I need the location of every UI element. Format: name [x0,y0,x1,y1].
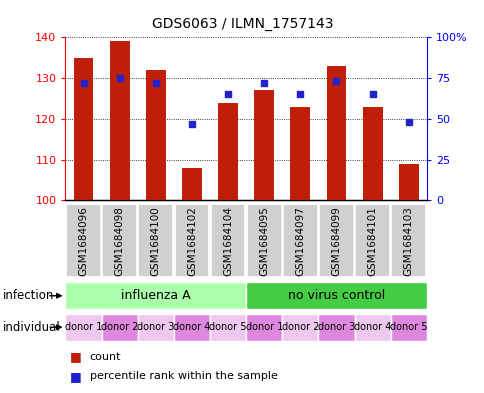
Text: GDS6063 / ILMN_1757143: GDS6063 / ILMN_1757143 [151,17,333,31]
FancyBboxPatch shape [137,314,173,341]
FancyBboxPatch shape [65,314,102,341]
Text: ■: ■ [70,350,82,363]
FancyBboxPatch shape [354,314,390,341]
Text: GSM1684102: GSM1684102 [186,206,197,276]
Bar [254,90,273,200]
FancyBboxPatch shape [245,314,282,341]
Point [116,75,123,81]
Text: donor 2: donor 2 [101,322,138,332]
Text: donor 3: donor 3 [317,322,354,332]
Point [332,78,340,84]
FancyBboxPatch shape [66,204,101,277]
Bar [398,164,418,200]
FancyBboxPatch shape [282,204,317,277]
FancyBboxPatch shape [282,314,318,341]
Bar [182,168,201,200]
Text: infection: infection [2,289,54,302]
Text: individual: individual [2,321,60,334]
FancyBboxPatch shape [138,204,173,277]
Text: donor 4: donor 4 [353,322,391,332]
FancyBboxPatch shape [102,314,137,341]
Bar [290,107,310,200]
Point [296,91,303,97]
Point [260,80,268,86]
Text: GSM1684101: GSM1684101 [367,206,377,276]
FancyBboxPatch shape [102,204,137,277]
Point [79,80,87,86]
Text: count: count [90,351,121,362]
FancyBboxPatch shape [391,204,425,277]
Text: GSM1684103: GSM1684103 [403,206,413,276]
Text: donor 5: donor 5 [209,322,246,332]
Text: GSM1684097: GSM1684097 [295,206,305,276]
Text: no virus control: no virus control [287,289,384,302]
Text: GSM1684104: GSM1684104 [223,206,233,276]
Bar [109,41,129,200]
Bar [146,70,166,200]
Point [368,91,376,97]
Text: donor 1: donor 1 [245,322,282,332]
Bar [326,66,346,200]
Text: ■: ■ [70,370,82,383]
Text: donor 2: donor 2 [281,322,318,332]
FancyBboxPatch shape [245,282,426,309]
Text: GSM1684096: GSM1684096 [78,206,89,276]
FancyBboxPatch shape [390,314,426,341]
FancyBboxPatch shape [246,204,281,277]
FancyBboxPatch shape [65,282,245,309]
FancyBboxPatch shape [318,204,353,277]
Point [224,91,231,97]
Text: percentile rank within the sample: percentile rank within the sample [90,371,277,382]
Bar [362,107,382,200]
FancyBboxPatch shape [174,204,209,277]
Point [151,80,159,86]
Text: GSM1684099: GSM1684099 [331,206,341,276]
Point [404,119,412,125]
Bar [218,103,238,200]
Text: influenza A: influenza A [121,289,190,302]
Text: GSM1684100: GSM1684100 [151,206,161,276]
Text: donor 4: donor 4 [173,322,210,332]
Text: GSM1684095: GSM1684095 [258,206,269,276]
Text: GSM1684098: GSM1684098 [114,206,124,276]
Text: donor 1: donor 1 [65,322,102,332]
FancyBboxPatch shape [210,314,245,341]
FancyBboxPatch shape [354,204,389,277]
FancyBboxPatch shape [173,314,210,341]
Bar [74,58,93,200]
Text: donor 3: donor 3 [137,322,174,332]
Text: donor 5: donor 5 [389,322,426,332]
FancyBboxPatch shape [210,204,245,277]
FancyBboxPatch shape [318,314,354,341]
Point [188,121,196,127]
